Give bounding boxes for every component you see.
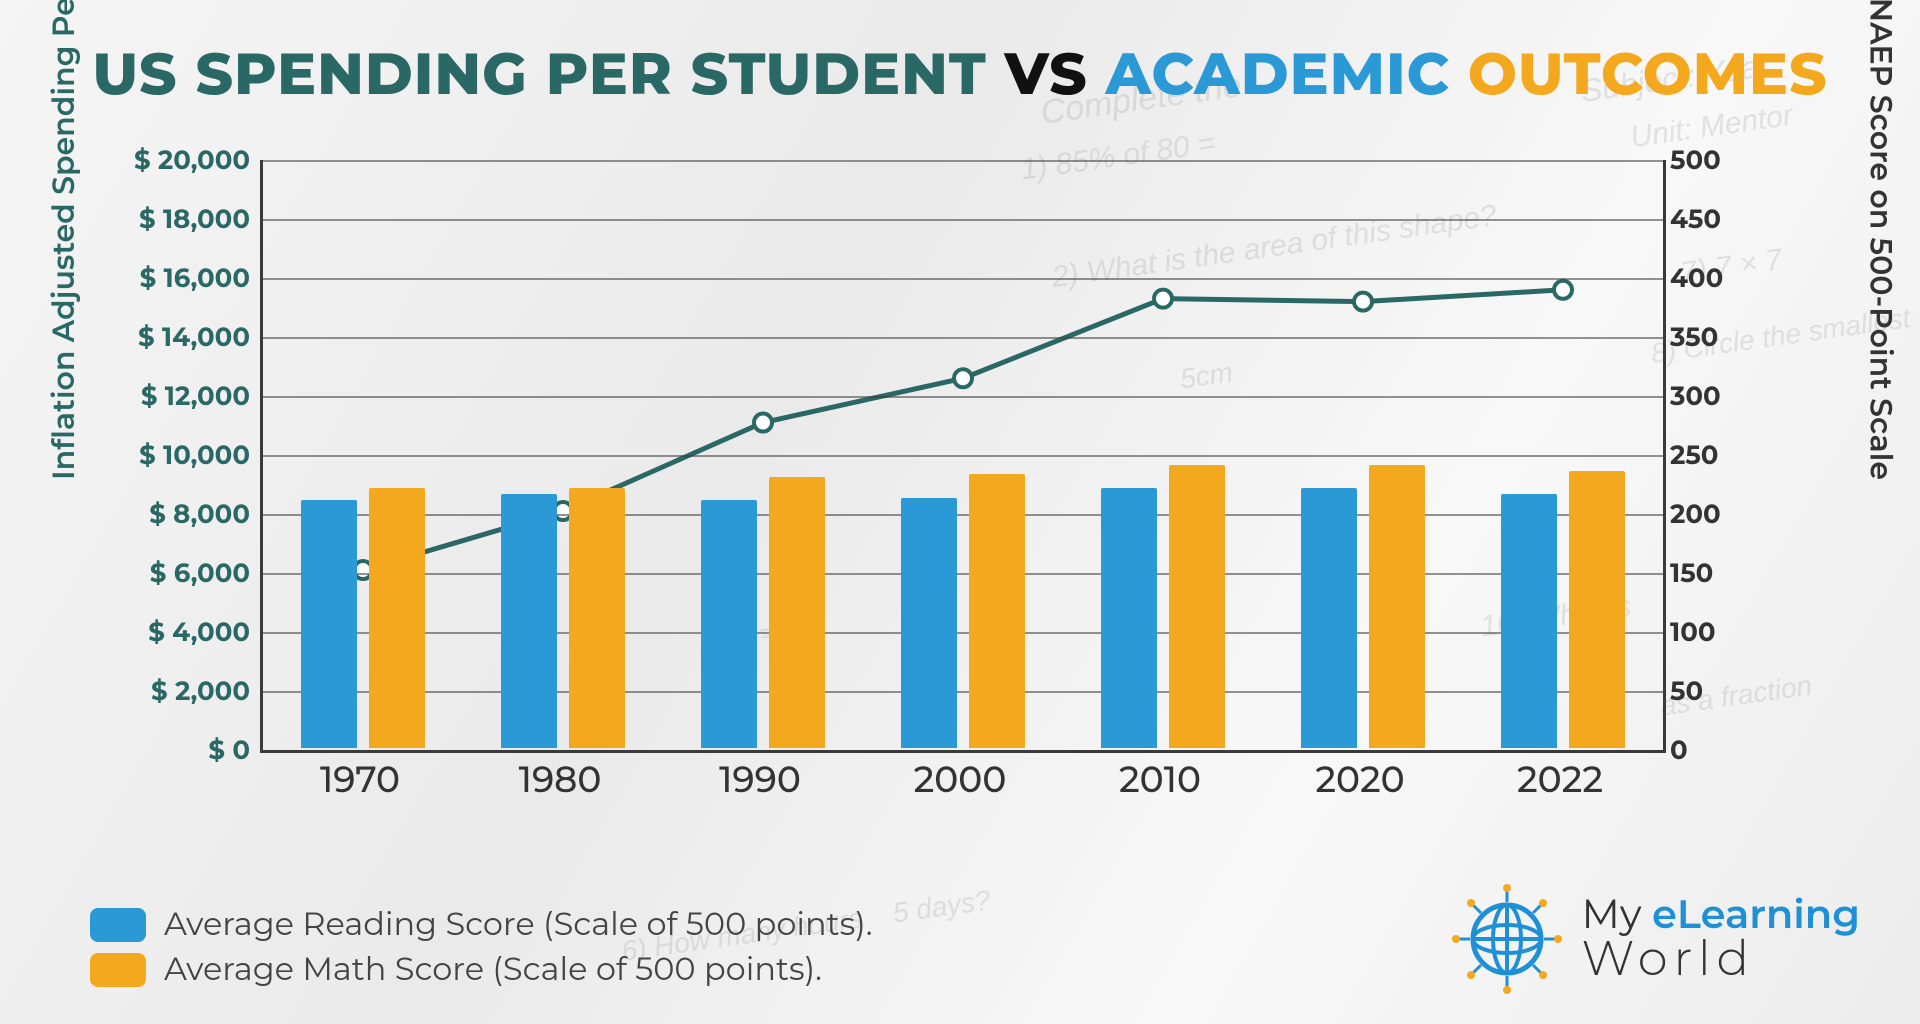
x-tick-label: 1970 [320,758,400,802]
y-right-tick: 400 [1670,262,1750,294]
y-right-tick: 300 [1670,380,1750,412]
x-tick-label: 2000 [914,758,1007,802]
legend-label-math: Average Math Score (Scale of 500 points)… [164,950,822,989]
y-left-tick: $ 20,000 [120,144,250,176]
y-left-tick: $ 14,000 [120,321,250,353]
y-right-tick: 50 [1670,675,1750,707]
title-part-outcomes: OUTCOMES [1468,38,1828,109]
x-tick-label: 2022 [1517,758,1603,802]
y-right-tick: 100 [1670,616,1750,648]
x-tick-label: 1990 [719,758,801,802]
y-left-tick: $ 12,000 [120,380,250,412]
title-part-spending: US SPENDING PER STUDENT [92,38,1004,109]
y-right-tick: 500 [1670,144,1750,176]
y-left-tick: $ 10,000 [120,439,250,471]
legend: Average Reading Score (Scale of 500 poin… [90,899,873,989]
y-left-tick: $ 2,000 [120,675,250,707]
y-left-tick: $ 0 [120,734,250,766]
y-left-tick: $ 6,000 [120,557,250,589]
globe-icon [1452,884,1562,994]
y-right-tick: 200 [1670,498,1750,530]
title-part-vs: VS [1005,38,1106,109]
y-left-tick: $ 8,000 [120,498,250,530]
y-right-tick: 350 [1670,321,1750,353]
y-right-tick: 150 [1670,557,1750,589]
y-left-tick: $ 4,000 [120,616,250,648]
legend-item-math: Average Math Score (Scale of 500 points)… [90,950,873,989]
title-part-academic: ACADEMIC [1106,38,1468,109]
y-left-tick: $ 16,000 [120,262,250,294]
brand-logo: My eLearning World [1452,884,1860,994]
legend-label-reading: Average Reading Score (Scale of 500 poin… [164,905,873,944]
y-axis-right-label: Average NAEP Score on 500-Point Scale [1863,0,1900,480]
y-right-tick: 450 [1670,203,1750,235]
x-tick-label: 2010 [1119,758,1201,802]
brand-text: My eLearning World [1582,895,1860,983]
y-right-tick: 250 [1670,439,1750,471]
chart-area: $ 0 0 $ 2,000 50 $ 4,000 100 $ 6,000 150 $ 8,000… [120,160,1800,800]
chart-title: US SPENDING PER STUDENT VS ACADEMIC OUTC… [0,38,1920,109]
y-left-tick: $ 18,000 [120,203,250,235]
infographic-canvas: Complete the Subject: Year Unit: Mentor … [0,0,1920,1024]
x-tick-label: 2020 [1315,758,1404,802]
legend-item-reading: Average Reading Score (Scale of 500 poin… [90,905,873,944]
y-right-tick: 0 [1670,734,1750,766]
x-tick-label: 1980 [519,758,602,802]
brand-line2: World [1582,935,1860,983]
y-axis-left-label: Inflation Adjusted Spending Per Student [45,0,82,480]
legend-swatch-reading [90,908,146,942]
legend-swatch-math [90,953,146,987]
